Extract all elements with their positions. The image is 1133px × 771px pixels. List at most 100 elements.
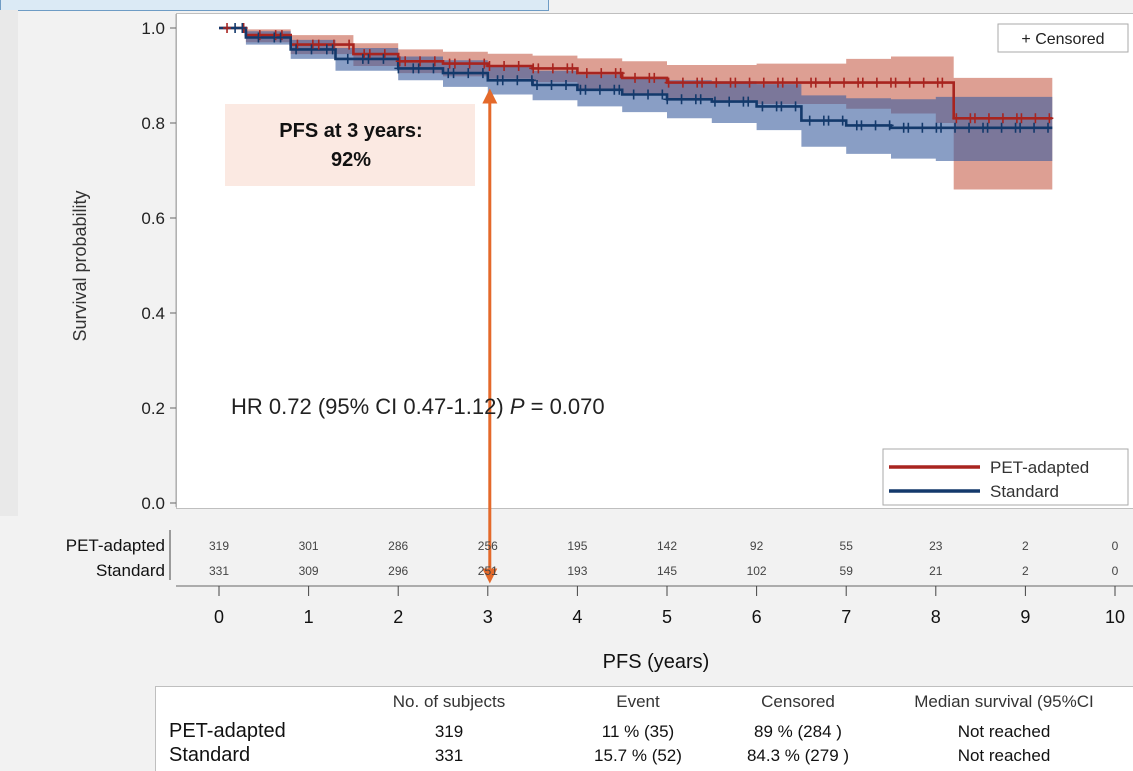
censor-mark xyxy=(465,58,474,69)
at-risk-value: 92 xyxy=(750,539,764,553)
censor-mark xyxy=(314,39,323,50)
table-cell: 84.3 % (279 ) xyxy=(747,746,849,765)
censor-mark xyxy=(857,120,866,131)
censor-mark xyxy=(951,122,960,133)
table-cell: Not reached xyxy=(958,722,1051,741)
censor-mark xyxy=(450,58,459,69)
at-risk-value: 309 xyxy=(299,564,319,578)
censor-mark xyxy=(871,120,880,131)
censor-mark xyxy=(631,72,640,83)
censor-mark xyxy=(533,80,542,90)
at-risk-row-label-0: PET-adapted xyxy=(66,536,165,555)
x-tick-label-10: 10 xyxy=(1105,607,1125,627)
censor-mark xyxy=(293,39,302,50)
censor-mark xyxy=(1044,122,1052,133)
censor-mark xyxy=(658,89,667,100)
table-cell: Not reached xyxy=(958,746,1051,765)
censor-mark xyxy=(547,80,556,90)
at-risk-value: 0 xyxy=(1112,539,1119,553)
censor-mark xyxy=(778,77,787,88)
censor-mark xyxy=(984,113,993,124)
annotation-line-1: PFS at 3 years: xyxy=(279,120,422,142)
censor-mark xyxy=(534,63,543,74)
censor-mark xyxy=(937,122,946,133)
censor-mark xyxy=(276,32,285,43)
censor-mark xyxy=(255,30,264,41)
censor-mark xyxy=(970,113,979,124)
censor-mark xyxy=(952,113,961,124)
censor-mark xyxy=(364,53,373,64)
censor-mark xyxy=(380,49,389,60)
censor-mark xyxy=(485,61,494,71)
hr-p-label: P xyxy=(510,394,525,419)
censor-mark xyxy=(595,84,604,95)
censor-legend-label: + Censored xyxy=(1021,31,1104,48)
censor-mark xyxy=(514,61,523,71)
at-risk-value: 319 xyxy=(209,539,229,553)
censor-mark xyxy=(238,23,247,33)
censor-mark xyxy=(343,53,352,64)
at-risk-value: 195 xyxy=(567,539,587,553)
censor-mark xyxy=(416,56,425,67)
censor-mark xyxy=(430,56,439,67)
censor-mark xyxy=(414,63,423,74)
at-risk-value: 286 xyxy=(388,539,408,553)
censor-mark xyxy=(938,77,947,88)
at-risk-value: 0 xyxy=(1112,564,1119,578)
censor-mark xyxy=(1045,113,1054,124)
table-header-1: No. of subjects xyxy=(393,692,505,711)
x-tick-label-0: 0 xyxy=(214,607,224,627)
at-risk-value: 301 xyxy=(299,539,319,553)
censor-mark xyxy=(918,122,927,133)
at-risk-value: 59 xyxy=(840,564,854,578)
y-tick-label-2: 0.4 xyxy=(141,304,165,323)
censor-mark xyxy=(582,68,591,79)
censor-mark xyxy=(872,77,881,88)
at-risk-value: 296 xyxy=(388,564,408,578)
censor-legend-box xyxy=(997,23,1129,53)
at-risk-value: 102 xyxy=(747,564,767,578)
x-tick-label-5: 5 xyxy=(662,607,672,627)
at-risk-value: 23 xyxy=(929,539,943,553)
censor-mark xyxy=(513,75,522,86)
censor-mark xyxy=(777,101,786,112)
y-tick-label-1: 0.2 xyxy=(141,399,165,418)
x-tick-label-2: 2 xyxy=(393,607,403,627)
censor-mark xyxy=(759,77,768,88)
x-tick-label-7: 7 xyxy=(841,607,851,627)
x-tick-label-6: 6 xyxy=(752,607,762,627)
table-header-4: Median survival (95%CI xyxy=(914,692,1094,711)
censor-mark xyxy=(811,77,820,88)
censor-mark xyxy=(223,23,232,33)
censor-mark xyxy=(597,68,606,79)
censor-mark xyxy=(464,68,473,79)
censor-mark xyxy=(480,58,489,69)
censor-mark xyxy=(254,32,263,43)
censor-mark xyxy=(840,77,849,88)
left-margin-band xyxy=(0,10,18,516)
censor-mark xyxy=(891,77,900,88)
at-risk-value: 251 xyxy=(478,564,498,578)
censor-mark xyxy=(824,115,833,126)
at-risk-row-label-1: Standard xyxy=(96,561,165,580)
hazard-ratio-text: HR 0.72 (95% CI 0.47-1.12) P = 0.070 xyxy=(231,394,605,419)
y-tick-label-4: 0.8 xyxy=(141,114,165,133)
censor-mark xyxy=(644,89,653,100)
censor-mark xyxy=(838,115,847,126)
censor-mark xyxy=(1016,122,1025,133)
at-risk-value: 21 xyxy=(929,564,943,578)
censor-mark xyxy=(904,122,913,133)
censor-mark xyxy=(745,77,754,88)
at-risk-value: 331 xyxy=(209,564,229,578)
table-cell: 331 xyxy=(435,746,463,765)
y-axis-label: Survival probability xyxy=(70,190,90,341)
censor-mark xyxy=(731,77,740,88)
censor-mark xyxy=(365,49,374,60)
table-cell: 15.7 % (52) xyxy=(594,746,682,765)
at-risk-value: 256 xyxy=(478,539,498,553)
censor-mark xyxy=(498,75,507,86)
censor-mark xyxy=(616,68,625,79)
censor-mark xyxy=(758,101,767,112)
at-risk-value: 142 xyxy=(657,539,677,553)
